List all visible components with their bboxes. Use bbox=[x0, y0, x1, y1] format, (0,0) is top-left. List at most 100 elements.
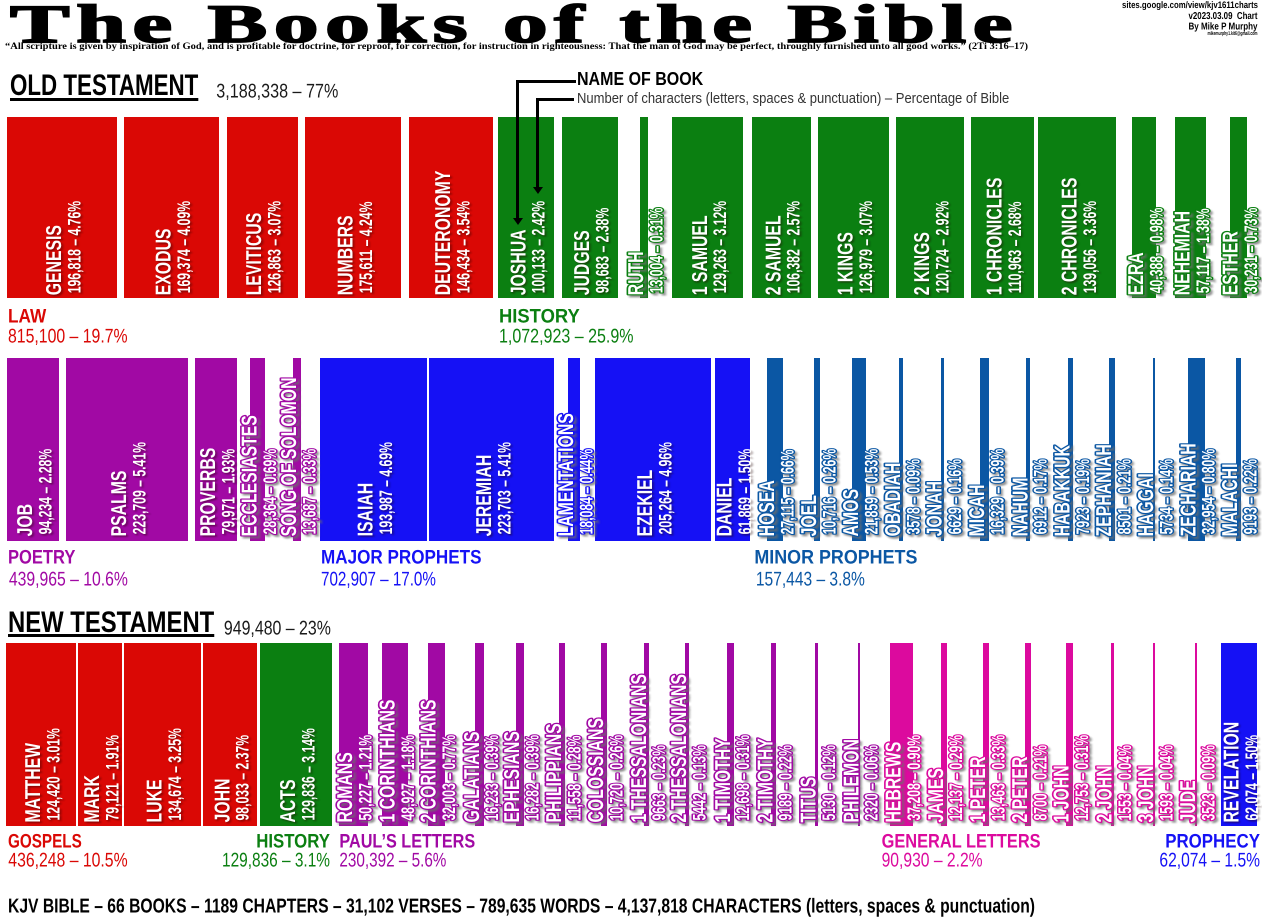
svg-text:TITUS: TITUS bbox=[796, 777, 820, 823]
svg-text:139,056 – 3.36%: 139,056 – 3.36% bbox=[1080, 201, 1100, 293]
svg-text:LEVITICUS: LEVITICUS bbox=[242, 213, 266, 296]
svg-text:175,611 – 4.24%: 175,611 – 4.24% bbox=[357, 203, 377, 295]
svg-text:PSALMS: PSALMS bbox=[107, 471, 131, 537]
svg-text:v2023.03.09 Chart: v2023.03.09 Chart bbox=[1189, 11, 1259, 22]
svg-text:JOHN: JOHN bbox=[210, 779, 234, 823]
svg-text:40,388 – 0.98%: 40,388 – 0.98% bbox=[1149, 210, 1169, 296]
svg-text:HEBREWS: HEBREWS bbox=[884, 744, 908, 825]
svg-text:3 JOHN: 3 JOHN bbox=[1134, 765, 1158, 822]
svg-text:57,117 – 1.38%: 57,117 – 1.38% bbox=[1195, 211, 1215, 296]
svg-text:5442 – 0.13%: 5442 – 0.13% bbox=[692, 747, 712, 822]
svg-text:62,074 – 1.50%: 62,074 – 1.50% bbox=[1243, 736, 1262, 822]
svg-text:1593 – 0.04%: 1593 – 0.04% bbox=[1159, 747, 1179, 822]
svg-text:146,434 – 3.54%: 146,434 – 3.54% bbox=[454, 201, 474, 293]
svg-text:COLOSSIANS: COLOSSIANS bbox=[586, 720, 610, 824]
svg-text:JOEL: JOEL bbox=[797, 495, 821, 536]
svg-text:EZEKIEL: EZEKIEL bbox=[633, 470, 657, 537]
svg-text:MICAH: MICAH bbox=[965, 485, 989, 537]
svg-text:79,121 – 1.91%: 79,121 – 1.91% bbox=[103, 735, 123, 821]
svg-text:JOHN: JOHN bbox=[212, 780, 236, 824]
svg-text:61,869 – 1.50%: 61,869 – 1.50% bbox=[735, 449, 755, 535]
svg-text:2320 – 0.06%: 2320 – 0.06% bbox=[862, 745, 882, 820]
svg-text:JUDE: JUDE bbox=[1176, 780, 1200, 822]
svg-text:21,859 – 0.53%: 21,859 – 0.53% bbox=[864, 451, 884, 537]
svg-text:16,329 – 0.39%: 16,329 – 0.39% bbox=[987, 449, 1007, 535]
svg-text:9193 – 0.22%: 9193 – 0.22% bbox=[1241, 459, 1261, 534]
svg-text:2 PETER: 2 PETER bbox=[1010, 758, 1034, 824]
svg-text:JOEL: JOEL bbox=[799, 497, 823, 538]
svg-text:PROPHECY: PROPHECY bbox=[1165, 831, 1260, 853]
svg-text:124,420 – 3.01%: 124,420 – 3.01% bbox=[45, 730, 65, 822]
svg-text:12,698 – 0.31%: 12,698 – 0.31% bbox=[733, 735, 753, 821]
svg-text:1 PETER: 1 PETER bbox=[968, 758, 992, 824]
svg-text:DEUTERONOMY: DEUTERONOMY bbox=[431, 171, 455, 296]
svg-text:146,434 – 3.54%: 146,434 – 3.54% bbox=[455, 202, 475, 294]
svg-text:30,231 – 0.73%: 30,231 – 0.73% bbox=[1241, 208, 1261, 294]
svg-text:9189 – 0.22%: 9189 – 0.22% bbox=[778, 747, 798, 822]
svg-text:8501 – 0.21%: 8501 – 0.21% bbox=[1117, 461, 1137, 536]
svg-text:126,979 – 3.07%: 126,979 – 3.07% bbox=[856, 201, 876, 293]
svg-text:PHILIPPIANS: PHILIPPIANS bbox=[544, 725, 568, 824]
svg-text:ZECHARIAH: ZECHARIAH bbox=[1179, 446, 1203, 539]
svg-text:3578 – 0.09%: 3578 – 0.09% bbox=[906, 461, 926, 536]
svg-text:HABAKKUK: HABAKKUK bbox=[1053, 447, 1077, 539]
svg-text:124,420 – 3.01%: 124,420 – 3.01% bbox=[44, 728, 64, 820]
svg-text:POETRY: POETRY bbox=[8, 546, 75, 568]
svg-text:223,703 – 5.41%: 223,703 – 5.41% bbox=[496, 444, 516, 536]
svg-text:27,115 – 0.66%: 27,115 – 0.66% bbox=[780, 452, 800, 537]
svg-text:100,133 – 2.42%: 100,133 – 2.42% bbox=[529, 201, 549, 293]
svg-text:ESTHER: ESTHER bbox=[1221, 233, 1245, 297]
svg-text:32,954 – 0.80%: 32,954 – 0.80% bbox=[1199, 449, 1219, 535]
svg-text:LUKE: LUKE bbox=[144, 781, 168, 824]
svg-text:MARK: MARK bbox=[80, 775, 104, 823]
svg-text:PROVERBS: PROVERBS bbox=[196, 448, 220, 537]
svg-text:3523 – 0.09%: 3523 – 0.09% bbox=[1199, 745, 1219, 820]
svg-text:DEUTERONOMY: DEUTERONOMY bbox=[433, 172, 457, 297]
svg-text:126,979 – 3.07%: 126,979 – 3.07% bbox=[858, 202, 878, 294]
svg-text:439,965 – 10.6%: 439,965 – 10.6% bbox=[9, 568, 128, 590]
svg-text:1 PETER: 1 PETER bbox=[966, 756, 990, 822]
svg-text:10,720 – 0.26%: 10,720 – 0.26% bbox=[606, 735, 626, 821]
svg-text:98,033 – 2.37%: 98,033 – 2.37% bbox=[233, 735, 253, 821]
svg-text:ACTS: ACTS bbox=[276, 779, 300, 822]
svg-text:5130 – 0.12%: 5130 – 0.12% bbox=[819, 745, 839, 820]
svg-text:ROMANS: ROMANS bbox=[333, 752, 357, 822]
svg-text:5734 – 0.14%: 5734 – 0.14% bbox=[1159, 461, 1179, 536]
svg-text:6629 – 0.16%: 6629 – 0.16% bbox=[945, 459, 965, 534]
svg-text:205,264 – 4.96%: 205,264 – 4.96% bbox=[656, 442, 676, 534]
svg-text:9189 – 0.22%: 9189 – 0.22% bbox=[776, 745, 796, 820]
svg-text:10,716 – 0.26%: 10,716 – 0.26% bbox=[822, 451, 842, 537]
svg-text:1 CORINTHIANS: 1 CORINTHIANS bbox=[375, 700, 399, 823]
svg-text:50,227 – 1.21%: 50,227 – 1.21% bbox=[358, 737, 378, 823]
svg-text:6912 – 0.17%: 6912 – 0.17% bbox=[1033, 461, 1053, 536]
svg-text:37,208 – 0.90%: 37,208 – 0.90% bbox=[904, 735, 924, 821]
svg-text:28,364 – 0.69%: 28,364 – 0.69% bbox=[260, 449, 280, 535]
svg-text:2 JOHN: 2 JOHN bbox=[1095, 768, 1119, 825]
svg-text:NAHUM: NAHUM bbox=[1011, 480, 1035, 539]
svg-text:139,056 – 3.36%: 139,056 – 3.36% bbox=[1081, 202, 1101, 294]
svg-text:JUDGES: JUDGES bbox=[570, 230, 594, 295]
svg-text:NEHEMIAH: NEHEMIAH bbox=[1173, 213, 1197, 297]
svg-text:JOSHUA: JOSHUA bbox=[508, 231, 532, 297]
svg-text:193,987 – 4.69%: 193,987 – 4.69% bbox=[376, 442, 396, 534]
svg-text:MAJOR PROPHETS: MAJOR PROPHETS bbox=[321, 546, 482, 568]
svg-text:NAHUM: NAHUM bbox=[1008, 478, 1032, 537]
svg-text:OBADIAH: OBADIAH bbox=[881, 463, 905, 537]
svg-text:48,927 – 1.18%: 48,927 – 1.18% bbox=[398, 735, 418, 821]
svg-text:RUTH: RUTH bbox=[626, 254, 650, 298]
svg-text:PROVERBS: PROVERBS bbox=[198, 449, 222, 538]
svg-text:NUMBERS: NUMBERS bbox=[335, 217, 359, 297]
svg-text:By Mike P Murphy: By Mike P Murphy bbox=[1189, 22, 1258, 33]
svg-text:120,724 – 2.92%: 120,724 – 2.92% bbox=[932, 201, 952, 293]
svg-text:9663 – 0.23%: 9663 – 0.23% bbox=[651, 747, 671, 822]
svg-text:NUMBERS: NUMBERS bbox=[333, 215, 357, 295]
svg-text:1553 – 0.04%: 1553 – 0.04% bbox=[1115, 745, 1135, 820]
svg-text:JAMES: JAMES bbox=[924, 768, 948, 822]
svg-text:HAGGAI: HAGGAI bbox=[1136, 475, 1160, 538]
svg-text:79,971 – 1.93%: 79,971 – 1.93% bbox=[219, 449, 239, 535]
svg-text:2 SAMUEL: 2 SAMUEL bbox=[763, 217, 787, 297]
svg-text:9193 – 0.22%: 9193 – 0.22% bbox=[1243, 461, 1262, 536]
svg-text:230,392 – 5.6%: 230,392 – 5.6% bbox=[339, 850, 446, 872]
svg-text:KJV BIBLE – 66 BOOKS – 1189 CH: KJV BIBLE – 66 BOOKS – 1189 CHAPTERS – 3… bbox=[8, 896, 1035, 918]
svg-text:1 CHRONICLES: 1 CHRONICLES bbox=[984, 179, 1008, 297]
